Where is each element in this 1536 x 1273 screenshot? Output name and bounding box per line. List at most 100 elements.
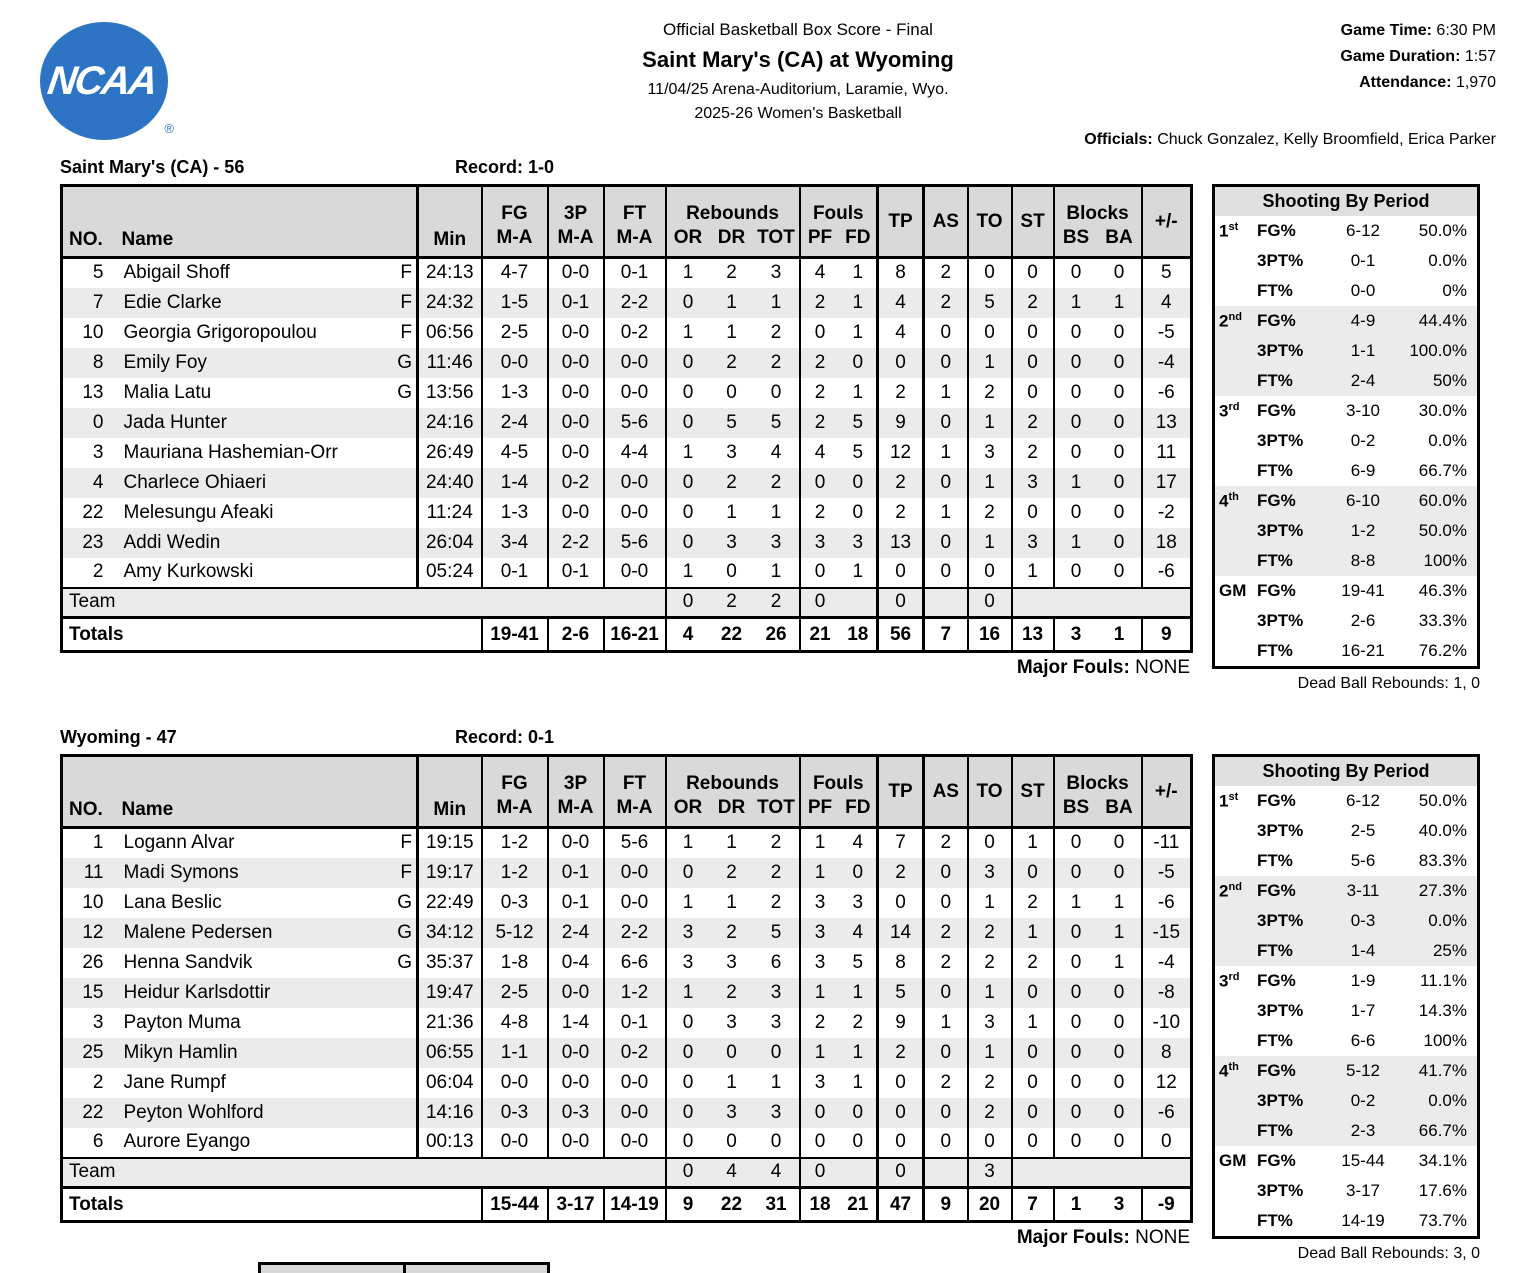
team-fouls-drawn-empty [839,586,878,618]
minutes: 11:46 [416,347,482,378]
subheader-fd: FD [839,795,878,828]
player-name-inner: Mauriana Hashemian-Orr [116,442,417,464]
turnovers: 1 [966,347,1012,378]
player-row: 15 Heidur Karlsdottir 19:47 2-5 0-0 1-2 1 2 3 1 1 5… [61,977,1192,1008]
defensive-rebounds: 5 [709,407,754,438]
ft-made-attempted: 0-1 [602,1007,666,1038]
period-ordinal-suffix: th [1228,1060,1239,1073]
made-attempted: 1-9 [1350,971,1376,990]
stat-label: FT% [1257,941,1293,960]
totals-points: 56 [876,616,924,652]
subheader-fg-ma: M-A [480,795,548,828]
shooting-stat-row: FT% 14-19 73.7% [1215,1206,1477,1236]
player-number: 1 [92,832,104,854]
shooting-period-group: 4th FG% 6-10 60.0% 3PT% 1-2 50.0% FT% 8-8 100% [1215,486,1477,576]
player-name: Logann Alvar [123,832,235,854]
fg-made-attempted: 4-7 [480,257,548,288]
blocks-against: 0 [1113,1071,1125,1093]
offensive-rebounds: 0 [664,857,710,888]
fg-made-attempted: 0-1 [480,557,548,588]
period-label: 3rd [1219,400,1240,421]
player-row: 6 Aurore Eyango 00:13 0-0 0-0 0-0 0 0 0 0 0 0 0 0 0 0 0 0 [62,1127,1192,1158]
steals: 2 [1010,407,1054,438]
steals: 2 [1010,887,1054,918]
total-points: 0 [876,1097,924,1128]
player-name-cell: Emily Foy G [115,347,418,378]
fg-made-attempted: 1-4 [480,467,548,498]
defensive-rebounds: 2 [709,977,754,1008]
percentage: 100% [1423,551,1467,570]
player-number: 26 [82,951,104,973]
player-name-inner: Abigail Shoff F [116,262,417,284]
percentage: 41.7% [1418,1061,1467,1080]
ft-made-attempted: 2-2 [602,917,666,948]
team-personal-fouls: 0 [798,586,840,618]
fg-made-attempted: 2-5 [480,977,548,1008]
plus-minus: -6 [1140,557,1192,588]
total-points: 2 [876,467,924,498]
player-name: Edie Clarke [123,291,222,313]
percentage: 0.0% [1428,911,1467,930]
total-rebounds: 1 [770,1071,782,1093]
personal-fouls: 3 [798,1067,840,1098]
team-total-rebounds: 4 [753,1156,800,1188]
assists: 0 [922,407,968,438]
totals-blocks-against: 3 [1097,1186,1142,1222]
fg-made-attempted: 1-1 [480,1037,548,1068]
made-attempted: 3-17 [1345,1181,1381,1200]
defensive-rebounds: 2 [709,857,754,888]
plus-minus: -10 [1140,1007,1192,1038]
team-record: Record: 0-1 [455,727,555,747]
offensive-rebounds: 0 [664,527,710,558]
player-name: Heidur Karlsdottir [123,981,271,1003]
defensive-rebounds: 1 [709,287,754,318]
player-position: G [397,351,412,373]
game-info-block: Game Time: 6:30 PM Game Duration: 1:57 A… [1340,18,1496,96]
percentage: 11.1% [1420,971,1467,990]
team-defensive-rebounds: 2 [709,586,754,618]
stat-label: FT% [1257,1121,1293,1140]
player-name-inner: Charlece Ohiaeri [116,472,417,494]
shooting-by-period-panel: Shooting By Period 1st FG% 6-12 50.0% 3PT% 2-… [1212,754,1480,1239]
shooting-stat-row: 3PT% 1-7 14.3% [1215,996,1477,1026]
totals-steals: 7 [1010,1186,1054,1222]
minutes: 24:40 [416,467,482,498]
fouls-drawn: 3 [839,527,878,558]
player-name-inner: Madi Symons F [116,862,417,884]
made-attempted: 16-21 [1341,641,1385,660]
player-name-cell: Addi Wedin [115,527,418,558]
offensive-rebounds: 0 [664,347,710,378]
personal-fouls: 3 [798,527,840,558]
player-row: 5 Abigail Shoff F 24:13 4-7 0-0 0-1 1 2 3 4 1 8 2 0 0 0 0… [62,257,1192,288]
shooting-stat-row: FT% 1-4 25% [1215,936,1477,966]
steals: 2 [1010,287,1054,318]
assists: 0 [922,887,968,918]
stat-label: 3PT% [1257,1001,1304,1020]
plus-minus: -8 [1140,977,1192,1008]
player-name-cell: Mikyn Hamlin [115,1037,418,1068]
made-attempted: 5-6 [1350,851,1376,870]
player-row: 2 Amy Kurkowski 05:24 0-1 0-1 0-0 1 0 1 0 1 0 0 0 1 0 0-… [62,557,1192,588]
player-name-inner: Edie Clarke F [116,292,417,314]
registered-trademark-icon: ® [164,121,174,136]
personal-fouls: 2 [798,377,840,408]
team-assists-empty [922,1156,968,1188]
player-row: 26 Henna Sandvik G 35:37 1-8 0-4 6-6 3 3 6 3 5 8 2 2 2 0… [62,947,1192,978]
total-points: 9 [876,407,924,438]
blocked-shots: 0 [1052,857,1098,888]
fouls-drawn: 1 [839,287,878,318]
blocks-against: 0 [1113,441,1125,463]
made-attempted: 2-6 [1350,611,1376,630]
minutes: 00:13 [416,1127,482,1158]
percentage: 66.7% [1418,1121,1467,1140]
percentage: 100% [1423,1031,1467,1050]
shooting-stat-row: 3PT% 0-2 0.0% [1215,1086,1477,1116]
blocked-shots: 0 [1052,317,1098,348]
steals: 0 [1010,497,1054,528]
fg-made-attempted: 2-4 [480,407,548,438]
player-name: Mauriana Hashemian-Orr [123,441,338,463]
made-attempted: 14-19 [1341,1211,1385,1230]
team-turnovers: 3 [966,1156,1012,1188]
player-name: Henna Sandvik [123,951,253,973]
